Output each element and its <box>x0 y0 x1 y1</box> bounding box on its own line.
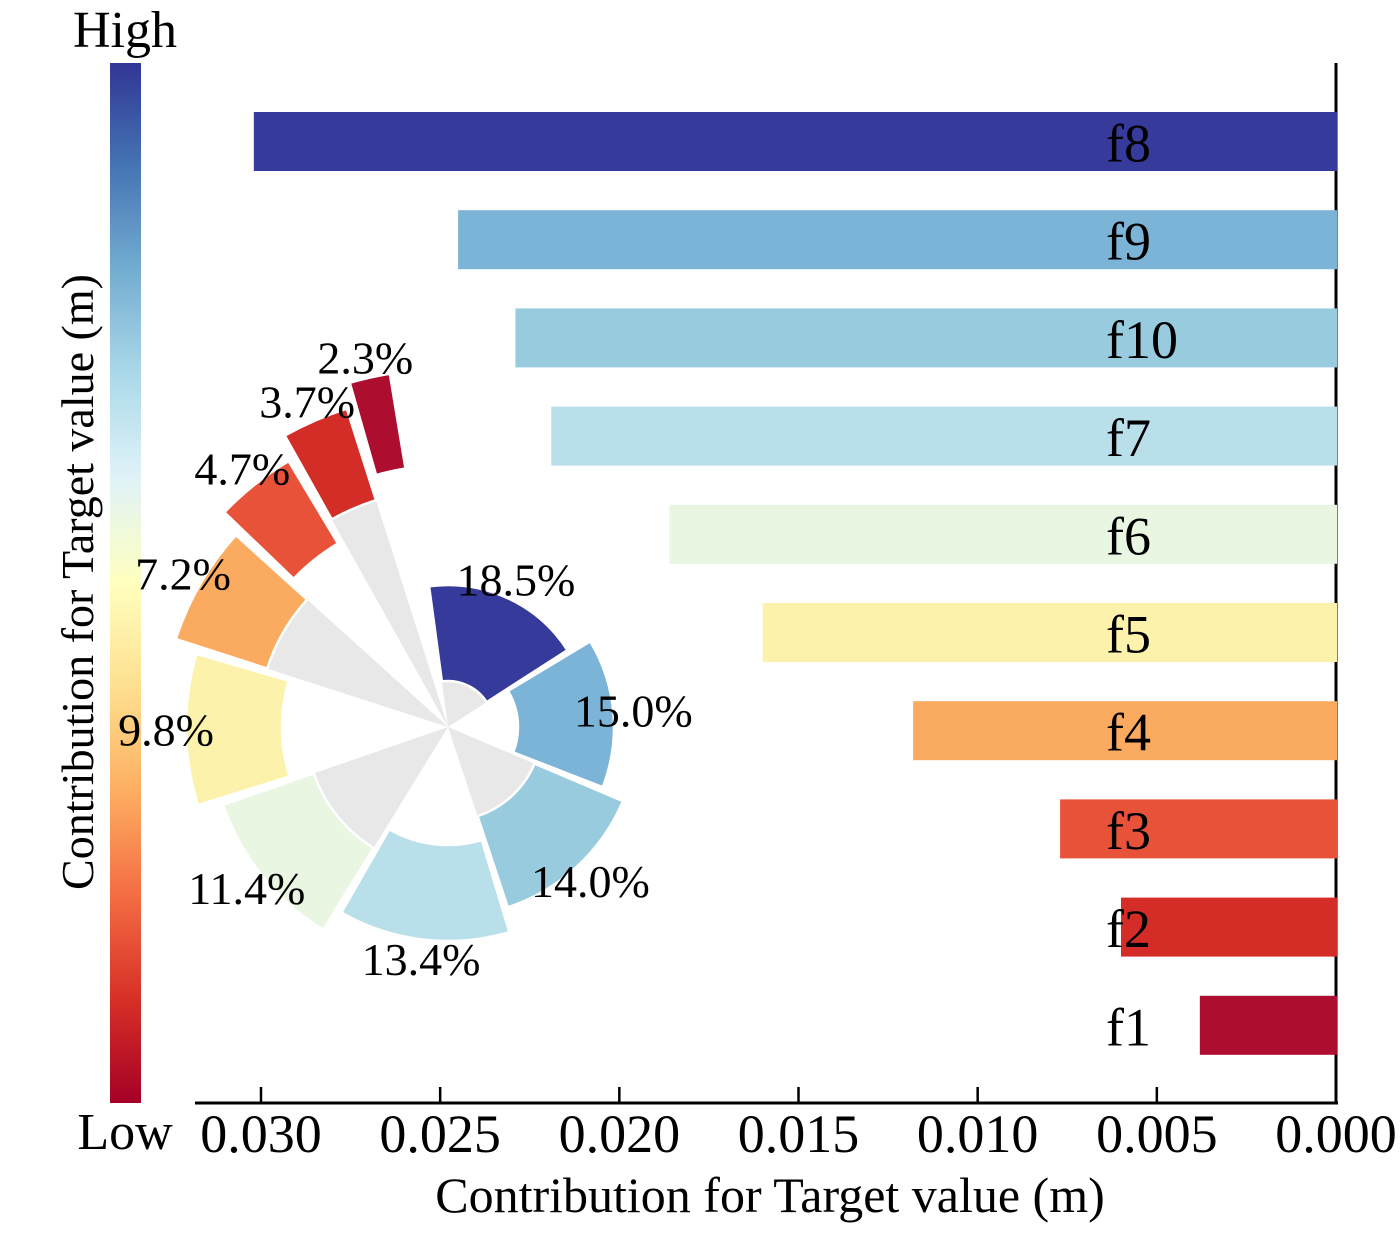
rose-label-11.4%: 11.4% <box>188 863 305 914</box>
x-tick-label-0.000: 0.000 <box>1275 1104 1397 1164</box>
bar-f6 <box>669 504 1337 564</box>
colorbar-high-label: High <box>73 2 177 59</box>
rose-wedge-11.4% <box>221 771 376 932</box>
bar-f7 <box>551 406 1337 466</box>
rose-wedge-3.7% <box>283 407 378 522</box>
bar-label-f5: f5 <box>1106 605 1151 665</box>
bar-f9 <box>458 210 1337 270</box>
rose-spacer-11.4% <box>313 727 448 848</box>
x-tick-label-0.005: 0.005 <box>1096 1104 1218 1164</box>
rose-label-7.2%: 7.2% <box>135 548 231 599</box>
bar-label-f1: f1 <box>1106 997 1151 1057</box>
rose-wedge-7.2% <box>174 533 309 671</box>
bar-f5 <box>762 603 1337 662</box>
bar-label-f4: f4 <box>1106 703 1151 763</box>
bar-f2 <box>1121 897 1337 957</box>
rose-wedge-2.3% <box>348 372 407 477</box>
rose-label-14.0%: 14.0% <box>531 856 650 907</box>
rose-spacer-7.2% <box>267 599 448 727</box>
rose-label-15.0%: 15.0% <box>574 686 693 737</box>
x-axis-label: Contribution for Target value (m) <box>435 1167 1105 1223</box>
x-tick-label-0.025: 0.025 <box>379 1104 501 1164</box>
rose-label-9.8%: 9.8% <box>118 704 214 755</box>
bar-f4 <box>913 701 1337 761</box>
rose-wedge-13.4% <box>339 827 511 943</box>
x-tick-label-0.020: 0.020 <box>559 1104 681 1164</box>
bar-label-f10: f10 <box>1106 310 1178 370</box>
colorbar-axis-label: Contribution for Target value (m) <box>52 274 103 890</box>
rose-label-18.5%: 18.5% <box>457 554 576 605</box>
bar-label-f7: f7 <box>1106 408 1151 468</box>
rose-label-3.7%: 3.7% <box>259 377 355 428</box>
bar-f8 <box>253 112 1337 171</box>
rose-label-4.7%: 4.7% <box>194 443 290 494</box>
bar-label-f2: f2 <box>1106 899 1151 959</box>
bar-f3 <box>1060 799 1337 859</box>
rose-wedge-4.7% <box>222 459 340 581</box>
bar-label-f8: f8 <box>1106 114 1151 174</box>
x-tick-label-0.015: 0.015 <box>738 1104 860 1164</box>
colorbar-gradient <box>110 63 141 1103</box>
rose-label-2.3%: 2.3% <box>317 333 413 384</box>
rose-wedge-9.8% <box>184 652 292 807</box>
rose-spacer-18.5% <box>441 681 487 727</box>
bar-label-f9: f9 <box>1106 212 1151 272</box>
x-tick-label-0.010: 0.010 <box>917 1104 1039 1164</box>
colorbar-low-label: Low <box>77 1104 173 1161</box>
bar-f10 <box>515 308 1337 368</box>
bar-label-f3: f3 <box>1106 801 1151 861</box>
rose-wedge-14.0% <box>476 762 625 909</box>
rose-label-13.4%: 13.4% <box>362 934 481 985</box>
rose-spacer-3.7% <box>331 500 448 727</box>
rose-wedge-18.5% <box>427 583 570 704</box>
bar-label-f6: f6 <box>1106 506 1151 566</box>
bar-f1 <box>1199 995 1337 1055</box>
x-tick-label-0.030: 0.030 <box>200 1104 322 1164</box>
rose-wedge-15.0% <box>506 639 616 789</box>
